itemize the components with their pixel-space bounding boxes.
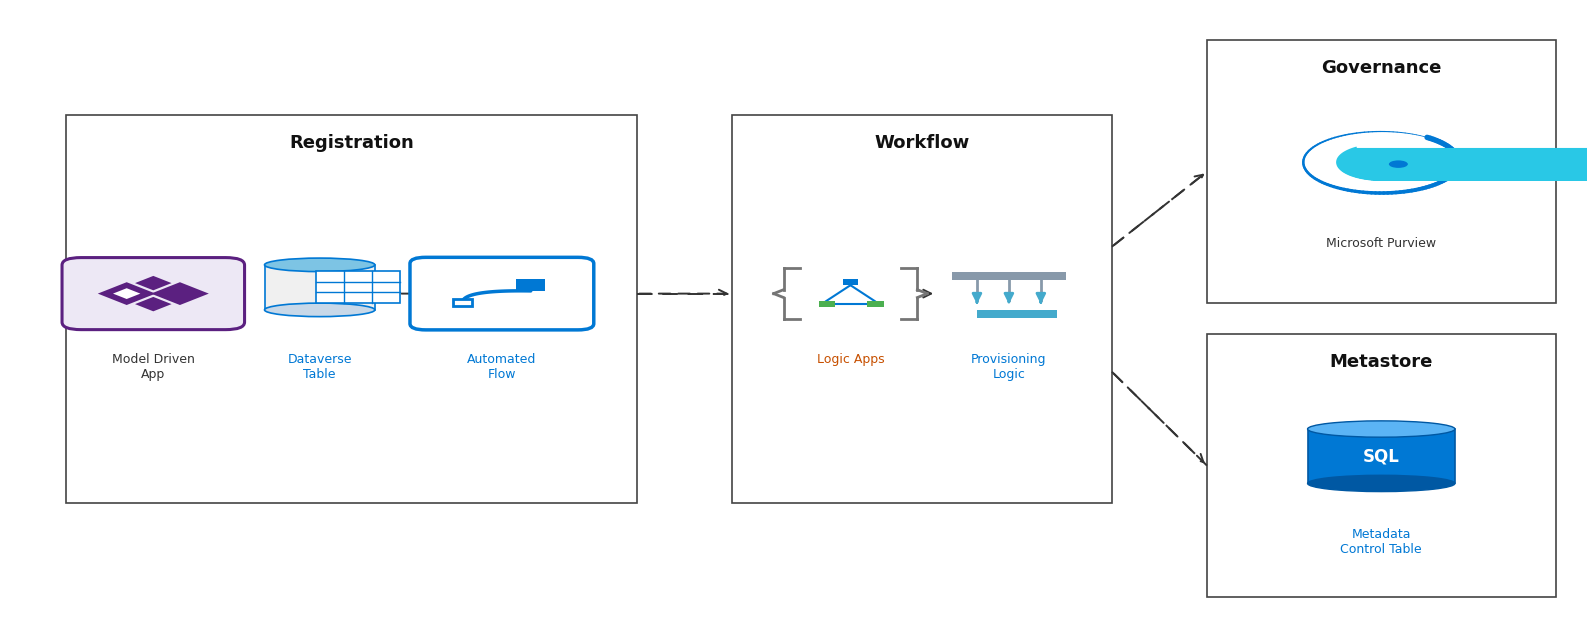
Text: Governance: Governance: [1321, 59, 1442, 77]
Bar: [67, 115, 636, 503]
Bar: [453, 299, 472, 307]
Text: Registration: Registration: [289, 134, 413, 152]
Text: Dataverse
Table: Dataverse Table: [288, 353, 351, 381]
Polygon shape: [135, 276, 172, 290]
Ellipse shape: [1307, 475, 1455, 492]
Bar: [316, 271, 399, 303]
Bar: [952, 272, 1065, 280]
Bar: [867, 300, 884, 307]
Polygon shape: [97, 282, 156, 305]
Circle shape: [1388, 160, 1407, 168]
Bar: [1207, 40, 1555, 303]
Polygon shape: [135, 297, 172, 311]
Text: SQL: SQL: [1363, 447, 1399, 465]
Ellipse shape: [1307, 421, 1455, 437]
Text: Model Driven
App: Model Driven App: [111, 353, 194, 381]
Polygon shape: [113, 288, 140, 299]
Text: Microsoft Purview: Microsoft Purview: [1326, 237, 1436, 251]
FancyBboxPatch shape: [410, 257, 593, 330]
Text: Provisioning
Logic: Provisioning Logic: [971, 353, 1046, 381]
Text: Workflow: Workflow: [875, 134, 970, 152]
Bar: [976, 310, 1019, 318]
Bar: [843, 279, 859, 285]
Bar: [1014, 310, 1057, 318]
Text: Automated
Flow: Automated Flow: [467, 353, 536, 381]
Bar: [819, 300, 835, 307]
FancyBboxPatch shape: [62, 257, 245, 329]
Bar: [517, 280, 545, 291]
Bar: [1207, 334, 1555, 597]
Bar: [731, 115, 1111, 503]
Text: Metadata
Control Table: Metadata Control Table: [1340, 528, 1421, 556]
Bar: [1307, 429, 1455, 483]
Polygon shape: [151, 282, 208, 305]
Ellipse shape: [264, 258, 375, 271]
Bar: [264, 265, 375, 310]
Text: Metastore: Metastore: [1329, 353, 1433, 371]
Ellipse shape: [264, 303, 375, 317]
Text: Logic Apps: Logic Apps: [817, 353, 884, 366]
